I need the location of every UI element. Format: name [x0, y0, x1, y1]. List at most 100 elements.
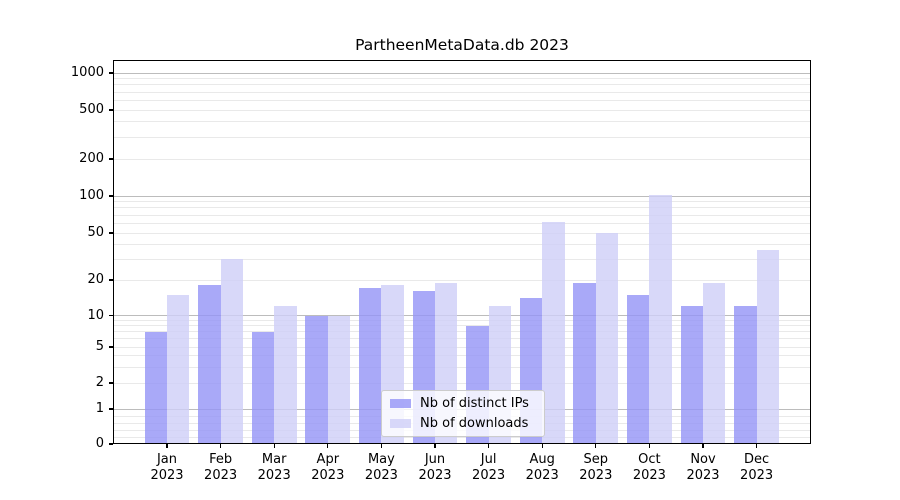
gridline-minor [114, 258, 810, 260]
legend-swatch-distinct-ips [390, 399, 411, 408]
y-axis-tick [109, 195, 113, 197]
gridline-major [114, 72, 810, 74]
y-axis-tick [109, 382, 113, 384]
x-axis-year-label: 2023 [740, 468, 774, 483]
x-axis-month-label: Aug [529, 452, 555, 467]
gridline-minor [114, 331, 810, 333]
bar-downloads [327, 315, 351, 444]
x-axis-year-label: 2023 [418, 468, 452, 483]
y-axis-tick-label: 0 [95, 436, 104, 451]
chart-title: PartheenMetaData.db 2023 [355, 36, 569, 54]
gridline-minor [114, 319, 810, 321]
y-axis-tick [109, 109, 113, 111]
bar-downloads [274, 306, 297, 444]
y-axis-tick [109, 279, 113, 281]
bar-distinct-ips [305, 315, 328, 444]
x-axis-tick [595, 444, 597, 448]
bar-downloads [649, 194, 672, 444]
gridline-minor [114, 355, 810, 357]
x-axis-tick [219, 444, 222, 448]
y-axis-tick-label: 50 [87, 225, 104, 240]
y-axis-tick-label: 500 [79, 102, 104, 117]
gridline-minor [114, 243, 810, 245]
gridline-minor [114, 136, 810, 138]
bar-downloads [595, 233, 619, 444]
legend-item-distinct-ips: Nb of distinct IPs [388, 394, 538, 414]
gridline-minor [114, 84, 810, 86]
y-axis-tick-label: 2 [95, 375, 104, 390]
x-axis-tick [702, 444, 704, 448]
x-axis-year-label: 2023 [257, 468, 291, 483]
gridline-minor [114, 366, 810, 368]
x-axis-month-label: Jan [156, 452, 178, 467]
legend-item-downloads: Nb of downloads [388, 414, 538, 434]
gridline-major [114, 195, 810, 197]
y-axis-tick [109, 408, 113, 410]
gridline-minor [114, 232, 810, 234]
x-axis-month-label: Nov [690, 452, 716, 467]
gridline-minor [114, 207, 810, 209]
gridline-minor [114, 338, 810, 340]
x-axis-month-label: Oct [638, 452, 661, 467]
x-axis-month-label: Sep [583, 452, 609, 467]
x-axis-month-label: Mar [261, 452, 287, 467]
x-axis-tick [273, 444, 275, 448]
bar-distinct-ips [251, 331, 275, 444]
x-axis-tick [380, 444, 383, 448]
y-axis-tick [109, 72, 113, 74]
legend-label-downloads: Nb of downloads [420, 416, 529, 431]
x-axis-month-label: May [367, 452, 395, 467]
gridline-minor [114, 121, 810, 123]
x-axis-tick [434, 444, 436, 448]
x-axis-tick [755, 444, 758, 448]
y-axis-tick-label: 200 [79, 151, 104, 166]
x-axis-year-label: 2023 [472, 468, 506, 483]
y-axis-tick [109, 158, 113, 160]
y-axis-tick-label: 1000 [70, 65, 104, 80]
y-axis-tick-label: 20 [87, 272, 104, 287]
gridline-minor [114, 78, 810, 80]
bar-distinct-ips [573, 282, 596, 444]
y-axis-tick [109, 443, 113, 445]
y-axis-tick-label: 5 [95, 339, 104, 354]
gridline-minor [114, 99, 810, 101]
x-axis-year-label: 2023 [632, 468, 666, 483]
gridline-minor [114, 158, 810, 160]
x-axis-year-label: 2023 [525, 468, 559, 483]
x-axis-year-label: 2023 [579, 468, 613, 483]
y-axis-tick [109, 232, 113, 234]
bar-downloads [542, 221, 565, 444]
gridline-minor [114, 214, 810, 216]
x-axis-tick [166, 444, 168, 448]
gridline-minor [114, 201, 810, 203]
bar-downloads [703, 282, 726, 444]
x-axis-tick [327, 444, 329, 448]
x-axis-year-label: 2023 [686, 468, 720, 483]
bar-downloads [756, 249, 779, 444]
legend: Nb of distinct IPs Nb of downloads [381, 390, 545, 437]
gridline-minor [114, 279, 810, 281]
gridline-minor [114, 222, 810, 224]
x-axis-month-label: Apr [316, 452, 340, 467]
gridline-minor [114, 109, 810, 111]
x-axis-year-label: 2023 [311, 468, 345, 483]
y-axis-tick-label: 100 [79, 188, 104, 203]
y-axis-tick-label: 10 [87, 307, 104, 323]
bar-downloads [167, 294, 190, 444]
x-axis-year-label: 2023 [150, 468, 184, 483]
x-axis-month-label: Dec [744, 452, 770, 467]
gridline-minor [114, 91, 810, 93]
x-axis-year-label: 2023 [204, 468, 238, 483]
gridline-minor [114, 346, 810, 348]
x-axis-tick [541, 444, 543, 448]
gridline-minor [114, 325, 810, 327]
bar-downloads [220, 259, 243, 444]
legend-label-distinct-ips: Nb of distinct IPs [420, 396, 529, 411]
y-axis-tick [109, 314, 113, 317]
y-axis-tick [109, 346, 113, 348]
x-axis-month-label: Jul [480, 452, 497, 467]
x-axis-month-label: Jun [424, 452, 446, 467]
bar-distinct-ips [680, 306, 703, 444]
bar-distinct-ips [627, 294, 650, 444]
